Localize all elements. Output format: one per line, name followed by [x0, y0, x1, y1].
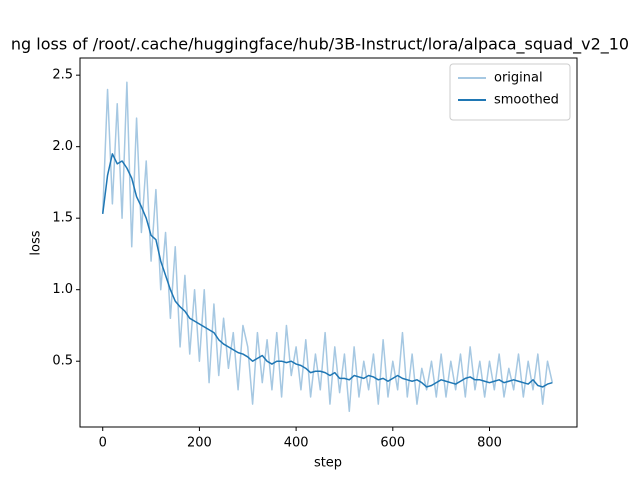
y-tick-label: 2.5	[52, 68, 73, 83]
x-tick-label: 600	[380, 436, 405, 451]
x-axis-label: step	[314, 456, 342, 471]
chart-title: ng loss of /root/.cache/huggingface/hub/…	[11, 35, 629, 55]
series-line	[101, 153, 553, 388]
y-tick-label: 1.0	[52, 282, 73, 297]
legend-label: smoothed	[494, 93, 559, 108]
y-tick-label: 2.0	[52, 139, 73, 154]
x-tick-label: 400	[284, 436, 309, 451]
series-line	[101, 81, 554, 413]
y-axis-label: loss	[29, 230, 44, 255]
x-tick-label: 200	[187, 436, 212, 451]
x-tick-label: 0	[99, 436, 107, 451]
plot-frame	[79, 57, 578, 428]
y-tick-label: 1.5	[52, 211, 73, 226]
legend-label: original	[494, 71, 543, 86]
x-tick-label: 800	[477, 436, 502, 451]
y-tick-label: 0.5	[52, 354, 73, 369]
